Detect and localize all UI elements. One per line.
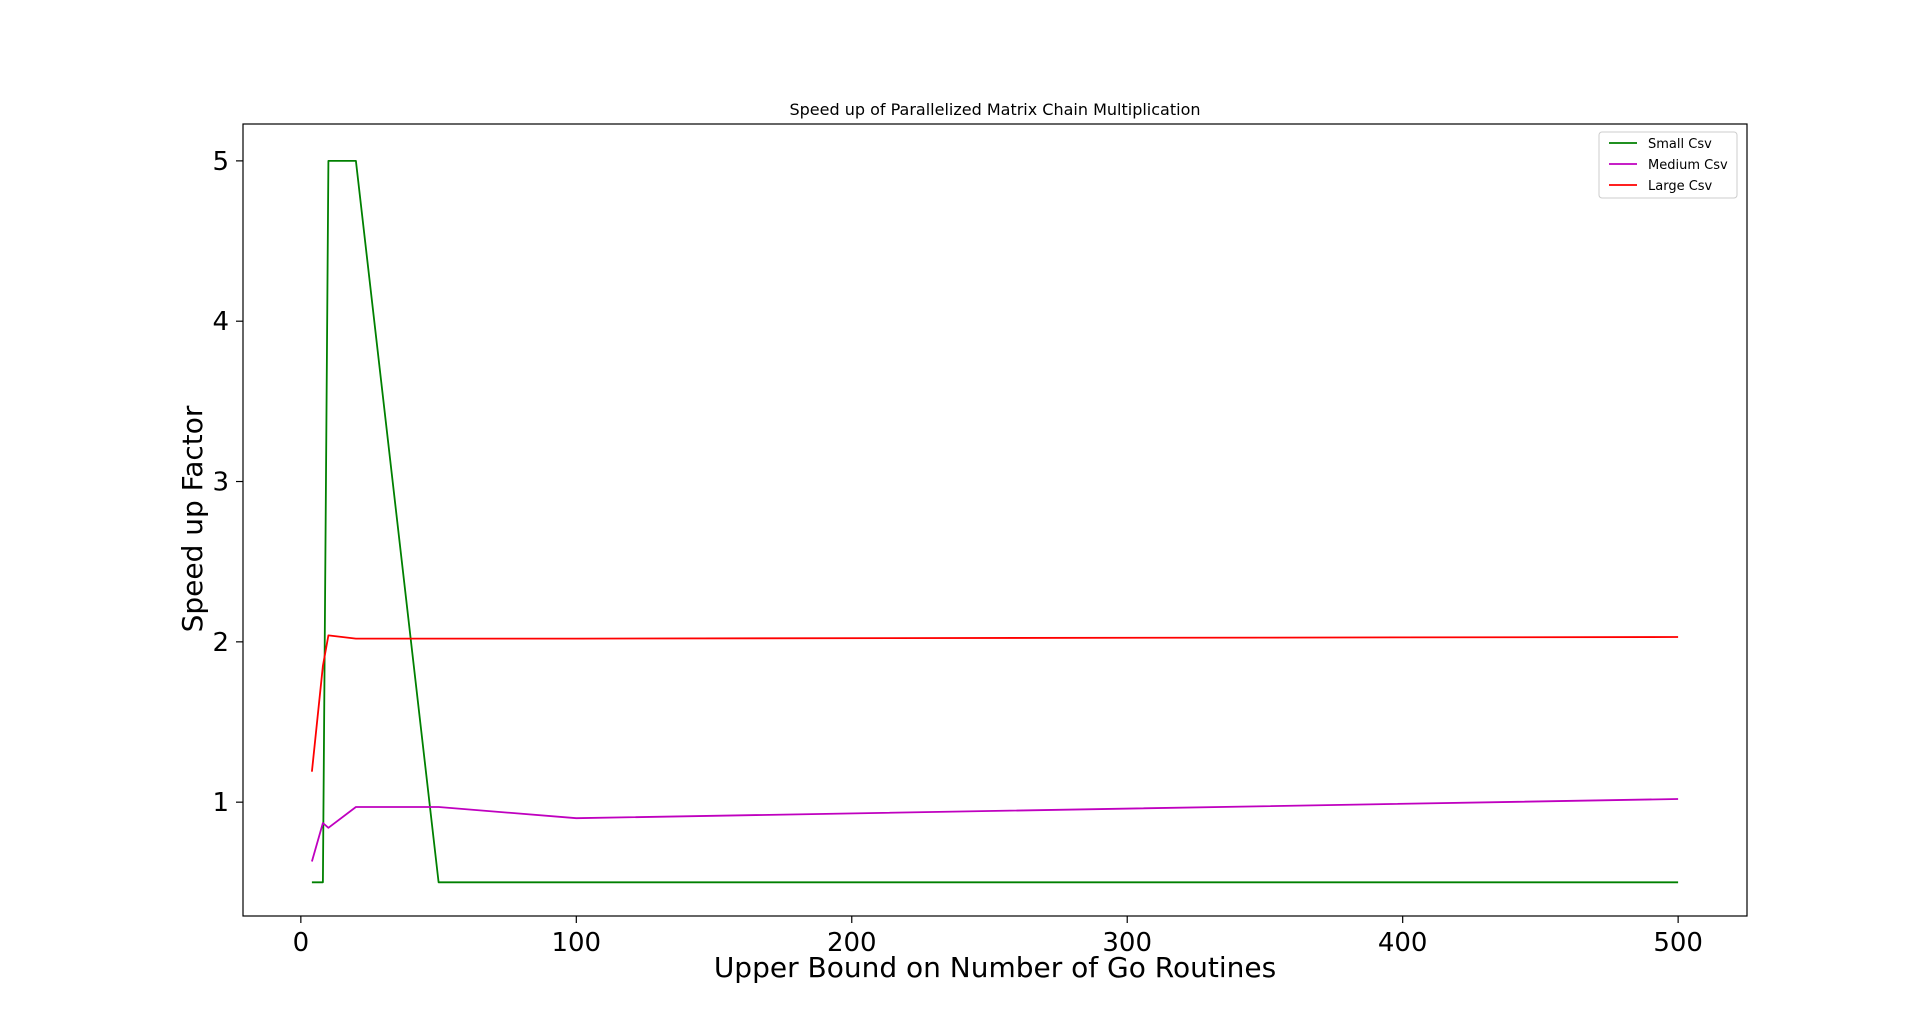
x-axis: 0 100 200 300 400 500: [293, 916, 1703, 958]
y-axis: 1 2 3 4 5: [212, 147, 243, 818]
y-tick-label: 3: [212, 468, 229, 498]
legend-label-small-csv: Small Csv: [1648, 137, 1712, 152]
plot-frame: [242, 123, 1748, 917]
y-axis-title: Speed up Factor: [176, 405, 209, 632]
x-axis-title: Upper Bound on Number of Go Routines: [714, 951, 1276, 984]
legend-label-large-csv: Large Csv: [1648, 179, 1713, 194]
series-line-small-csv: [311, 159, 1679, 884]
x-tick-label: 200: [827, 928, 877, 958]
x-tick-label: 300: [1102, 928, 1152, 958]
legend: Small Csv Medium Csv Large Csv: [1598, 131, 1738, 199]
x-tick-label: 0: [293, 928, 310, 958]
series-layer: [311, 159, 1679, 884]
y-tick-label: 5: [212, 147, 229, 177]
legend-box: [1598, 131, 1738, 199]
series-line-medium-csv: [311, 798, 1679, 862]
legend-label-medium-csv: Medium Csv: [1648, 158, 1728, 173]
y-tick-label: 2: [212, 628, 229, 658]
plot-area: [242, 123, 1748, 917]
x-tick-label: 100: [551, 928, 601, 958]
x-tick-label: 500: [1653, 928, 1703, 958]
y-tick-label: 1: [212, 788, 229, 818]
chart-title: Speed up of Parallelized Matrix Chain Mu…: [789, 100, 1200, 119]
y-tick-label: 4: [212, 307, 229, 337]
x-tick-label: 400: [1378, 928, 1428, 958]
legend-items: Small Csv Medium Csv Large Csv: [1609, 137, 1728, 194]
series-line-large-csv: [311, 634, 1679, 772]
